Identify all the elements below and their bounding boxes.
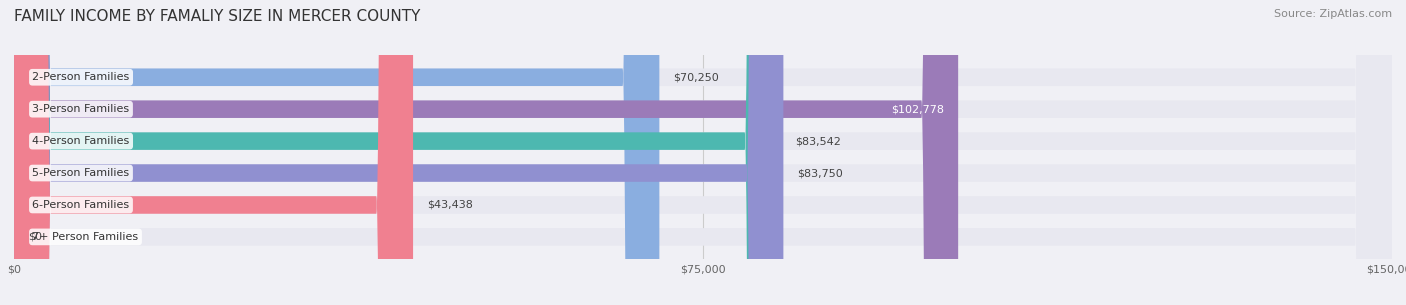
Text: $83,542: $83,542	[796, 136, 841, 146]
FancyBboxPatch shape	[14, 0, 1392, 305]
FancyBboxPatch shape	[14, 0, 1392, 305]
Text: $102,778: $102,778	[891, 104, 945, 114]
Text: 3-Person Families: 3-Person Families	[32, 104, 129, 114]
Text: FAMILY INCOME BY FAMALIY SIZE IN MERCER COUNTY: FAMILY INCOME BY FAMALIY SIZE IN MERCER …	[14, 9, 420, 24]
Text: 5-Person Families: 5-Person Families	[32, 168, 129, 178]
Text: 4-Person Families: 4-Person Families	[32, 136, 129, 146]
FancyBboxPatch shape	[14, 0, 782, 305]
FancyBboxPatch shape	[14, 0, 413, 305]
FancyBboxPatch shape	[14, 0, 659, 305]
Text: 7+ Person Families: 7+ Person Families	[32, 232, 139, 242]
FancyBboxPatch shape	[14, 0, 957, 305]
Text: 2-Person Families: 2-Person Families	[32, 72, 129, 82]
Text: 6-Person Families: 6-Person Families	[32, 200, 129, 210]
Text: $70,250: $70,250	[673, 72, 718, 82]
FancyBboxPatch shape	[14, 0, 783, 305]
FancyBboxPatch shape	[14, 0, 1392, 305]
Text: Source: ZipAtlas.com: Source: ZipAtlas.com	[1274, 9, 1392, 19]
FancyBboxPatch shape	[14, 0, 1392, 305]
FancyBboxPatch shape	[14, 0, 1392, 305]
Text: $43,438: $43,438	[427, 200, 472, 210]
FancyBboxPatch shape	[14, 0, 1392, 305]
Text: $83,750: $83,750	[797, 168, 844, 178]
Text: $0: $0	[28, 232, 42, 242]
